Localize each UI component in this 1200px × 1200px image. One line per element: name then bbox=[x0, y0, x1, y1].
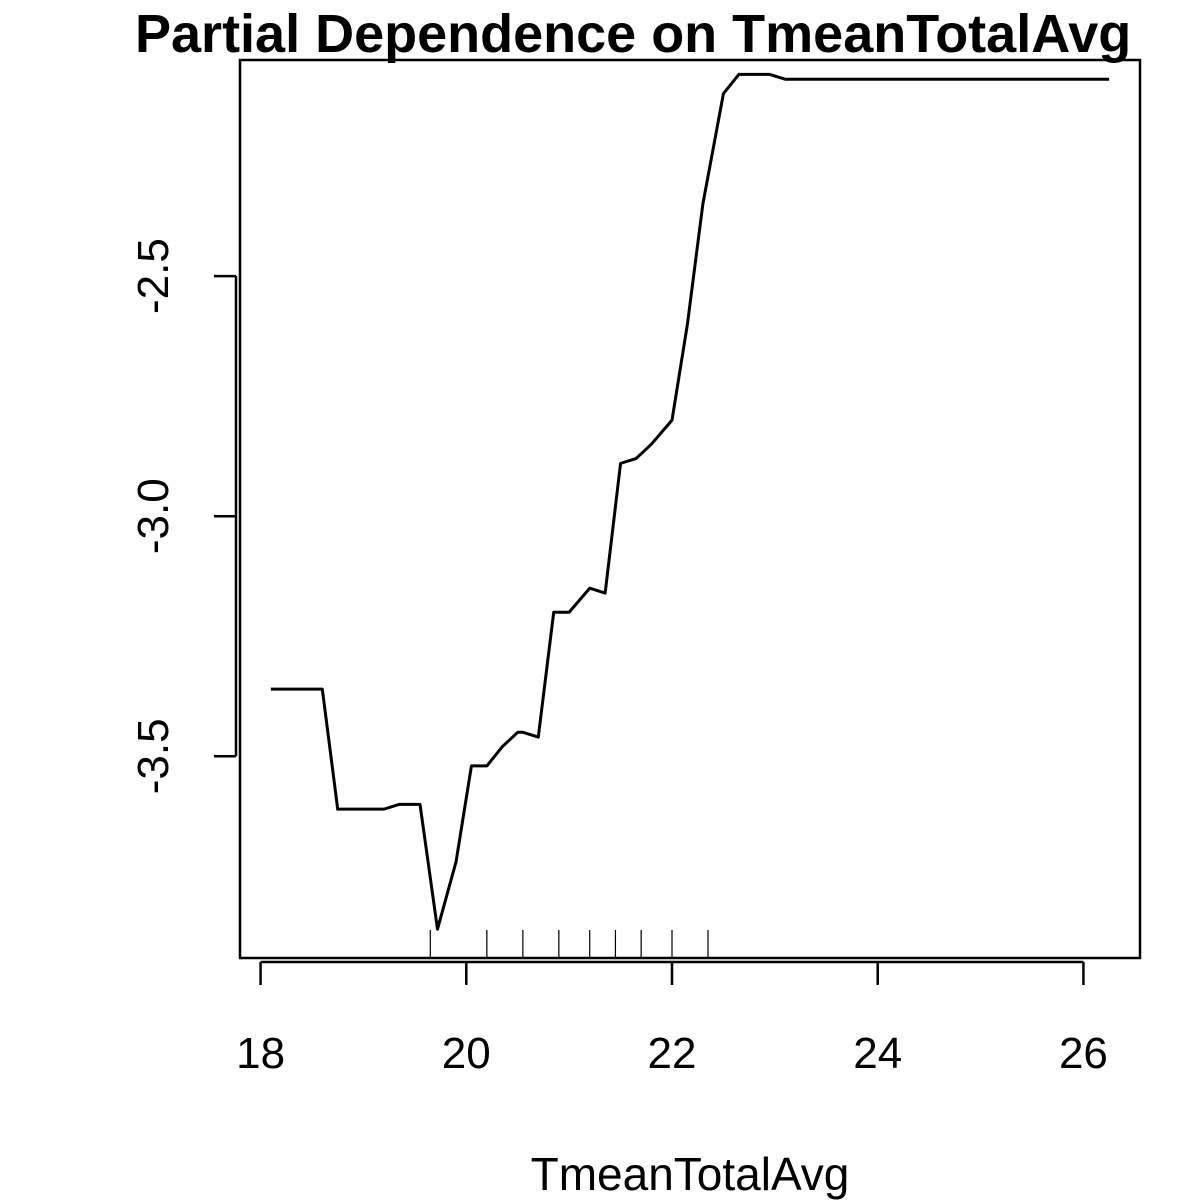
x-tick-label: 18 bbox=[236, 1029, 285, 1078]
x-tick-label: 24 bbox=[853, 1029, 902, 1078]
y-tick-label: -2.5 bbox=[129, 238, 178, 314]
rug-marks bbox=[429, 930, 709, 958]
y-tick-label: -3.0 bbox=[129, 478, 178, 554]
y-axis: -3.5 -3.0 -2.5 bbox=[129, 238, 238, 794]
y-tick-label: -3.5 bbox=[129, 718, 178, 794]
x-tick-label: 20 bbox=[442, 1029, 491, 1078]
plot-frame bbox=[238, 58, 1142, 960]
series-line bbox=[270, 72, 1110, 931]
series-group bbox=[270, 72, 1110, 931]
x-axis-label: TmeanTotalAvg bbox=[531, 1148, 850, 1200]
x-axis: 18 20 22 24 26 bbox=[236, 960, 1108, 1078]
x-tick-label: 22 bbox=[648, 1029, 697, 1078]
x-tick-label: 26 bbox=[1059, 1029, 1108, 1078]
chart-title: Partial Dependence on TmeanTotalAvg bbox=[135, 4, 1131, 64]
